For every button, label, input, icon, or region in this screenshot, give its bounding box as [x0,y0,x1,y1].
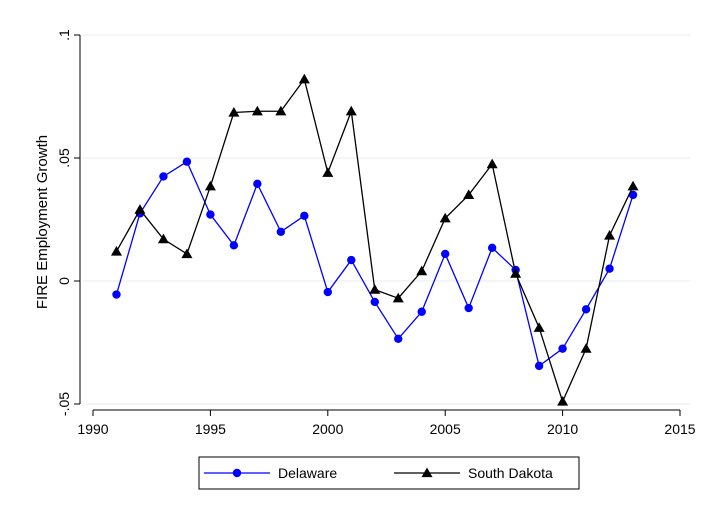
data-point [558,344,567,353]
data-point [229,241,239,250]
y-tick-label: .1 [56,29,72,41]
data-point [112,290,121,299]
data-point [627,180,639,191]
x-tick-label: 2000 [312,421,343,437]
data-point [486,158,498,169]
data-point [276,227,286,236]
data-point [206,210,215,219]
x-tick-label: 2005 [430,421,461,437]
data-point [557,396,569,406]
series-south-dakota [110,73,639,406]
data-point [347,255,356,265]
data-point [394,334,403,344]
data-point [441,249,450,259]
data-point [392,292,404,303]
data-point [439,212,451,223]
y-tick-label: -.05 [56,392,72,416]
axis-ticks: -.05 0 .05 .1 1990 1995 2000 2005 2010 2015 [56,29,696,437]
data-point [110,245,122,256]
data-point [416,265,428,276]
data-point [323,287,332,297]
y-axis-title: FIRE Employment Growth [34,135,51,309]
legend-marker [232,468,242,478]
data-point [322,167,334,177]
data-point [369,284,381,294]
y-tick-label: 0 [56,277,72,285]
data-point [534,361,544,371]
legend-item-delaware: Delaware [204,465,337,481]
legend-label: South Dakota [468,465,553,481]
legend: Delaware South Dakota [198,456,580,490]
data-point [533,322,545,332]
x-tick-label: 2015 [664,421,695,437]
series-layer [110,73,639,406]
legend-label: Delaware [278,465,337,481]
x-tick-label: 1990 [77,421,108,437]
legend-item-south-dakota: South Dakota [394,465,553,481]
data-point [228,106,240,117]
data-point [251,105,263,116]
x-tick-label: 2010 [547,421,578,437]
data-point [181,248,193,259]
data-point [510,268,522,278]
data-point [300,211,309,221]
data-point [487,243,497,252]
data-point [463,189,475,200]
data-point [204,180,216,191]
data-point [605,264,614,273]
data-point [134,204,146,214]
data-point [159,172,168,181]
data-point [298,73,310,84]
y-tick-label: .05 [56,148,72,168]
series-delaware [112,157,638,371]
data-point [253,179,262,189]
data-point [580,343,592,353]
gridlines [83,34,690,405]
data-point [275,105,287,116]
legend-marker [421,467,433,478]
data-point [628,190,638,200]
data-point [182,157,192,166]
data-point [581,305,591,314]
data-point [345,105,357,116]
data-point [370,297,379,307]
data-point [604,229,616,240]
data-point [464,303,473,313]
x-tick-label: 1995 [195,421,226,437]
data-point [157,233,169,244]
data-point [417,307,426,316]
